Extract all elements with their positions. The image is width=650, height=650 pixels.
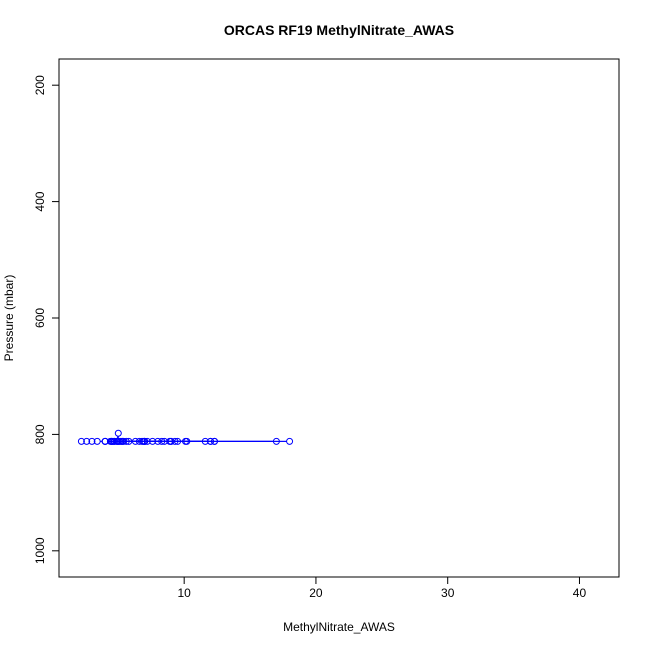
y-axis: 200 400 600 800 1000 [33, 75, 60, 564]
data-point [154, 437, 162, 445]
chart-title: ORCAS RF19 MethylNitrate_AWAS [224, 22, 454, 38]
data-point [101, 437, 109, 445]
data-point [83, 437, 91, 445]
data-point [77, 437, 85, 445]
data-point [93, 437, 101, 445]
data-point [135, 437, 143, 445]
data-point [88, 437, 96, 445]
data-point [183, 437, 191, 445]
data-point [125, 437, 133, 445]
x-tick-label: 40 [573, 586, 587, 600]
y-tick-label: 800 [33, 424, 47, 444]
data-point [286, 437, 294, 445]
data-point [158, 437, 166, 445]
y-tick-label: 400 [33, 191, 47, 211]
data-point [207, 437, 215, 445]
data-point [210, 437, 218, 445]
data-point [149, 437, 157, 445]
data-point [174, 437, 182, 445]
x-axis-label: MethylNitrate_AWAS [283, 620, 395, 634]
data-point [114, 429, 122, 437]
data-point [160, 437, 168, 445]
x-tick-label: 20 [309, 586, 323, 600]
data-point [141, 437, 149, 445]
data-point [113, 437, 121, 445]
y-axis-label: Pressure (mbar) [2, 275, 16, 362]
x-tick-label: 30 [441, 586, 455, 600]
data-point [122, 437, 130, 445]
data-point [143, 437, 151, 445]
data-point [201, 437, 209, 445]
y-tick-label: 600 [33, 308, 47, 328]
y-tick-label: 200 [33, 75, 47, 95]
data-point [131, 437, 139, 445]
data-point [167, 437, 175, 445]
data-point [138, 437, 146, 445]
data-point [118, 437, 126, 445]
data-point [109, 437, 117, 445]
series-layer [77, 429, 294, 445]
plot-frame [58, 58, 620, 578]
y-tick-label: 1000 [33, 537, 47, 564]
data-point [171, 437, 179, 445]
x-axis: 10 20 30 40 [177, 576, 587, 600]
data-point [272, 437, 280, 445]
x-tick-label: 10 [177, 586, 191, 600]
